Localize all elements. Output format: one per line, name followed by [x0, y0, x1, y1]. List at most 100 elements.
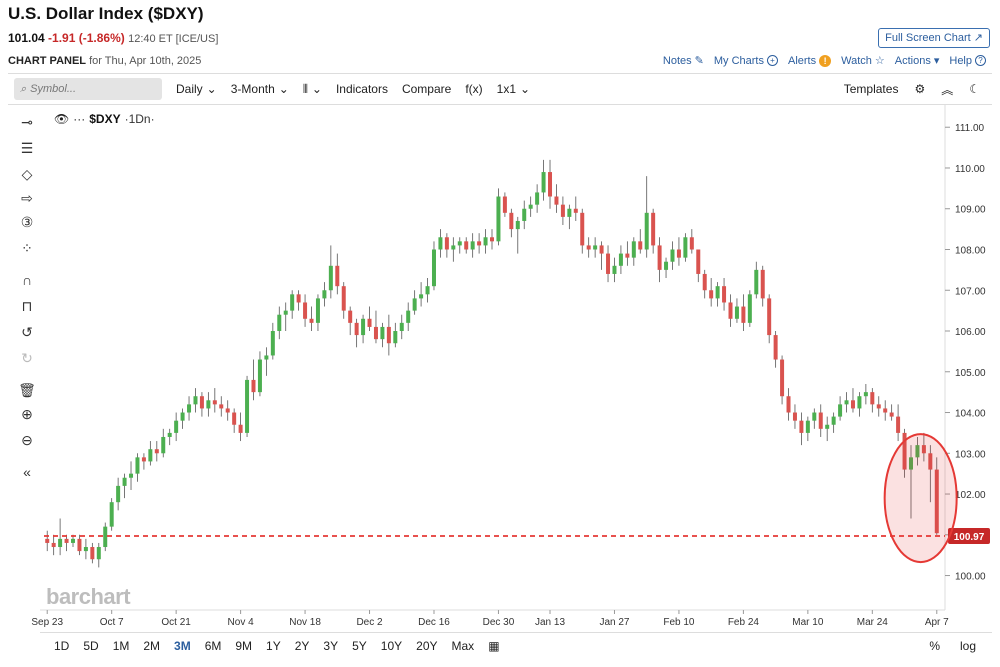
- interval-dropdown[interactable]: Daily ⌄: [176, 82, 217, 96]
- gear-icon[interactable]: ⚙: [914, 82, 926, 96]
- y-tick-label: 109.00: [955, 205, 986, 216]
- range-button-3m[interactable]: 3M: [174, 638, 191, 653]
- log-toggle[interactable]: log: [959, 638, 976, 653]
- candle: [58, 538, 63, 548]
- range-button-9m[interactable]: 9M: [235, 638, 253, 653]
- range-button-2m[interactable]: 2M: [143, 638, 161, 653]
- candle: [908, 457, 913, 470]
- range-button-1d[interactable]: 1D: [54, 638, 70, 653]
- candle: [296, 294, 301, 303]
- page-title: U.S. Dollar Index ($DXY): [8, 4, 204, 23]
- range-button-max[interactable]: Max: [451, 638, 475, 653]
- watch-link[interactable]: Watch ☆: [841, 54, 885, 68]
- highlight-ellipse: [883, 433, 958, 564]
- candle: [702, 273, 707, 291]
- candle: [638, 241, 643, 250]
- undo-icon[interactable]: ↺: [21, 324, 33, 340]
- candle: [45, 538, 50, 543]
- eye-icon[interactable]: 👁: [54, 112, 70, 126]
- range-button-6m[interactable]: 6M: [204, 638, 222, 653]
- candle: [90, 547, 95, 560]
- candle: [780, 359, 785, 397]
- templates-button[interactable]: Templates: [843, 82, 899, 96]
- magnet-icon[interactable]: ∩: [21, 272, 33, 288]
- candle: [606, 253, 611, 274]
- zoom-out-icon[interactable]: ⊖: [21, 432, 33, 448]
- range-button-5d[interactable]: 5D: [83, 638, 99, 653]
- collapse-icon[interactable]: ︽: [941, 82, 954, 97]
- chart-type-dropdown[interactable]: ⫴ ⌄: [303, 82, 322, 97]
- candle: [206, 400, 211, 409]
- fx-button[interactable]: f(x): [465, 82, 483, 96]
- price-chart[interactable]: 100.00101.00102.00103.00104.00105.00106.…: [0, 105, 1000, 630]
- percent-toggle[interactable]: %: [929, 638, 940, 653]
- candle: [277, 314, 282, 332]
- range-button-1m[interactable]: 1M: [112, 638, 130, 653]
- candle: [618, 253, 623, 266]
- actions-menu[interactable]: Actions ▾: [894, 54, 940, 68]
- range-button-20y[interactable]: 20Y: [416, 638, 438, 653]
- line-tool-icon[interactable]: ⊸: [21, 114, 33, 130]
- candle: [212, 400, 217, 405]
- count-tool-icon[interactable]: ③: [20, 214, 34, 230]
- range-button-10y[interactable]: 10Y: [380, 638, 403, 653]
- notes-link[interactable]: Notes ✎: [662, 54, 704, 68]
- range-bar: 1D 5D 1M 2M 3M 6M 9M 1Y 2Y 3Y 5Y 10Y 20Y Max ▦ % log: [40, 632, 992, 658]
- candle: [844, 400, 849, 405]
- my-charts-link[interactable]: My Charts +: [714, 54, 778, 67]
- range-dropdown[interactable]: 3-Month ⌄: [230, 82, 289, 96]
- full-screen-chart-button[interactable]: Full Screen Chart ↗: [878, 28, 990, 48]
- last-price-tag-label: 100.97: [954, 532, 985, 543]
- candle: [393, 331, 398, 344]
- candle: [399, 322, 404, 332]
- y-tick-label: 100.00: [955, 572, 986, 583]
- compare-button[interactable]: Compare: [401, 82, 452, 96]
- candle: [567, 208, 572, 217]
- drawing-toolbar: ⊸ ☰ ◇ ⇨ ③ ⁘ ∩ ⊓ ↺ ↻ 🗑 ⊕ ⊖ «: [8, 108, 40, 488]
- chart-panel-label: CHART PANEL for Thu, Apr 10th, 2025: [8, 55, 202, 67]
- candle: [380, 326, 385, 340]
- arrow-tool-icon[interactable]: ⇨: [21, 190, 33, 206]
- star-icon: ☆: [874, 55, 885, 67]
- candle: [696, 249, 701, 274]
- range-button-2y[interactable]: 2Y: [294, 638, 310, 653]
- more-icon[interactable]: ···: [73, 112, 86, 126]
- layout-dropdown[interactable]: 1x1 ⌄: [496, 82, 531, 96]
- candle: [386, 326, 391, 344]
- candle: [328, 265, 333, 291]
- lock-icon[interactable]: ⊓: [21, 298, 33, 314]
- candle: [747, 294, 752, 323]
- legend-interval: ·1Dn·: [124, 112, 155, 126]
- redo-icon[interactable]: ↻: [21, 350, 33, 366]
- indicators-button[interactable]: Indicators: [335, 82, 388, 96]
- trash-icon[interactable]: 🗑: [18, 382, 36, 398]
- x-tick-label: Oct 21: [161, 617, 191, 628]
- fib-tool-icon[interactable]: ☰: [20, 140, 34, 156]
- collapse-sidebar-icon[interactable]: «: [23, 464, 31, 480]
- x-tick-label: Feb 24: [728, 617, 760, 628]
- candle: [728, 302, 733, 319]
- y-tick-label: 105.00: [955, 368, 986, 379]
- candle: [593, 245, 598, 250]
- barchart-logo: barchart: [46, 584, 131, 609]
- candle: [361, 318, 366, 336]
- dark-mode-icon[interactable]: ☾: [969, 82, 980, 96]
- candle: [502, 196, 507, 213]
- pattern-tool-icon[interactable]: ⁘: [21, 240, 33, 256]
- help-link[interactable]: Help?: [949, 54, 986, 67]
- range-button-3y[interactable]: 3Y: [323, 638, 339, 653]
- candle: [64, 538, 69, 543]
- alerts-link[interactable]: Alerts!: [788, 54, 832, 67]
- symbol-input[interactable]: ⌕ Symbol...: [14, 78, 162, 100]
- x-tick-label: Jan 27: [599, 617, 629, 628]
- range-button-1y[interactable]: 1Y: [266, 638, 281, 653]
- zoom-in-icon[interactable]: ⊕: [21, 406, 33, 422]
- candle: [812, 412, 817, 421]
- shape-tool-icon[interactable]: ◇: [21, 166, 33, 182]
- range-button-5y[interactable]: 5Y: [352, 638, 367, 653]
- candle: [664, 261, 669, 270]
- candle: [799, 420, 804, 433]
- candle: [548, 172, 553, 197]
- calendar-icon[interactable]: ▦: [488, 638, 500, 653]
- x-tick-label: Dec 2: [356, 617, 383, 628]
